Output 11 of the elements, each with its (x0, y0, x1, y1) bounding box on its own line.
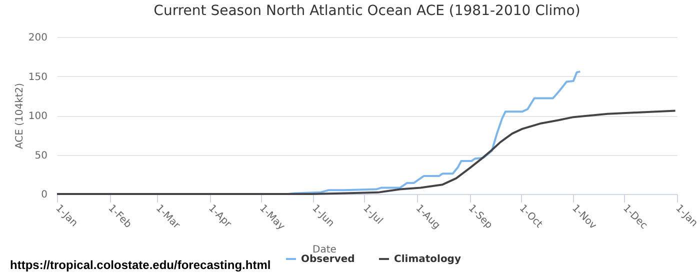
y-tick-label: 100 (28, 111, 48, 122)
text: https://tropical.colostate.edu/forecasting.html (10, 258, 271, 272)
x-axis-title: Date (312, 244, 336, 256)
chart-title: Current Season North Atlantic Ocean ACE (1981-2010 Climo) (154, 3, 580, 19)
y-tick-label: 50 (34, 150, 48, 162)
y-tick-label: 200 (28, 32, 48, 44)
y-axis-title: ACE (104kt2) (14, 82, 26, 150)
legend-label: Climatology (394, 254, 462, 265)
legend-label: Observed (301, 254, 355, 265)
y-tick-label: 0 (41, 190, 48, 200)
y-tick-label: 150 (28, 72, 48, 83)
